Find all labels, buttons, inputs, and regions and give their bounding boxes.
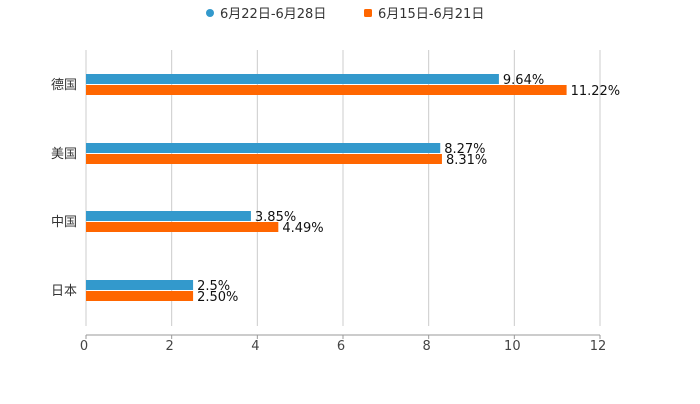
bar: [86, 154, 442, 164]
data-label: 4.49%: [282, 221, 323, 236]
legend-marker: [206, 9, 214, 17]
x-tick-label: 4: [251, 339, 259, 354]
x-tick-label: 8: [423, 339, 431, 354]
category-label: 日本: [51, 284, 77, 299]
category-label: 德国: [51, 78, 77, 93]
category-label: 中国: [51, 215, 77, 230]
data-label: 11.22%: [571, 84, 621, 99]
data-label: 2.5%: [197, 279, 230, 294]
x-tick-label: 10: [504, 339, 521, 354]
data-label: 3.85%: [255, 210, 296, 225]
data-label: 8.31%: [446, 153, 487, 168]
bar: [86, 280, 194, 290]
legend-marker: [364, 9, 372, 17]
x-tick-label: 0: [80, 339, 88, 354]
legend-label: 6月15日-6月21日: [378, 7, 484, 22]
x-tick-label: 2: [166, 339, 174, 354]
legend-label: 6月22日-6月28日: [220, 7, 326, 22]
bar: [86, 74, 499, 84]
bar: [86, 291, 194, 301]
bar: [86, 211, 251, 221]
bar: [86, 222, 279, 232]
x-tick-label: 12: [590, 339, 607, 354]
bar: [86, 143, 441, 153]
data-label: 2.50%: [197, 290, 238, 305]
category-label: 美国: [51, 147, 77, 162]
data-label: 8.27%: [444, 142, 485, 157]
bar: [86, 85, 567, 95]
x-tick-label: 6: [337, 339, 345, 354]
data-label: 9.64%: [503, 73, 544, 88]
